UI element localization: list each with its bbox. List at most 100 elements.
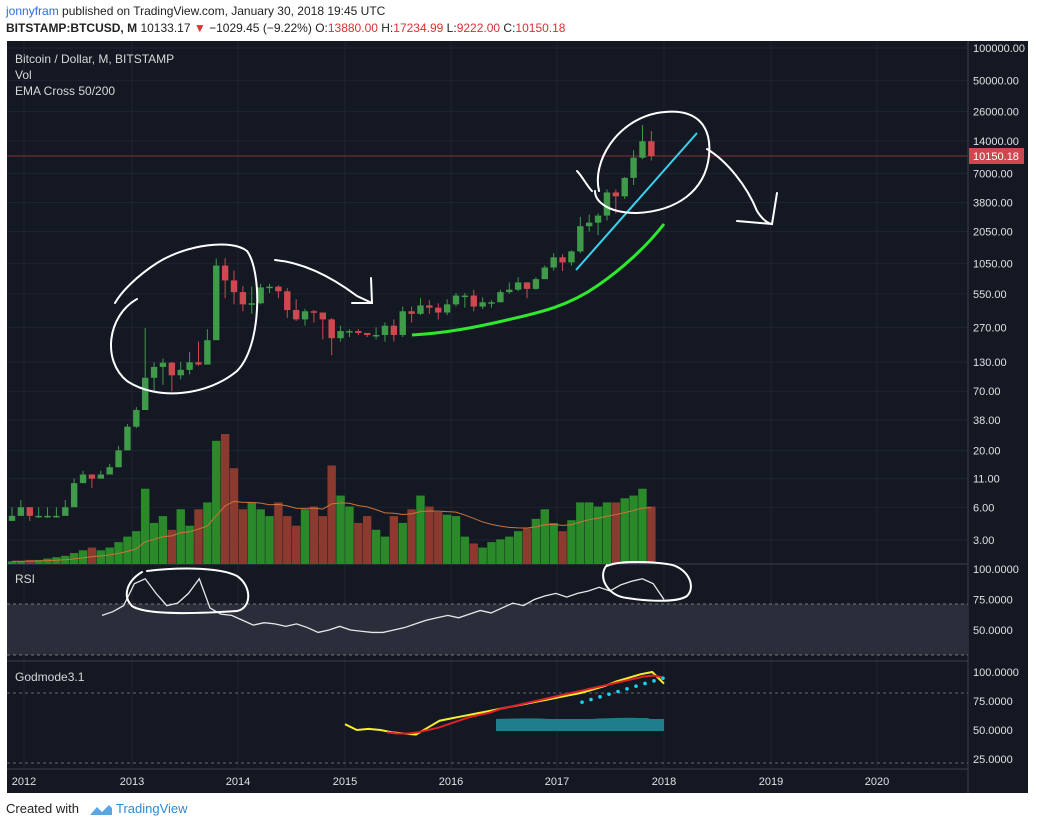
volume-bar xyxy=(327,465,336,564)
chart-svg[interactable]: 100000.00 50000.00 26000.00 14000.00 7000.00… xyxy=(7,41,1028,793)
volume-bar xyxy=(398,522,407,564)
volume-bar xyxy=(291,525,301,564)
volume-bar xyxy=(105,547,114,564)
volume-bar xyxy=(576,502,585,564)
time-tick-label: 2015 xyxy=(333,776,357,788)
price-tick-label: 2050.00 xyxy=(973,227,1013,239)
rsi-tick-label: 75.0000 xyxy=(973,595,1013,607)
tradingview-link[interactable]: TradingView xyxy=(116,801,188,816)
volume-bar xyxy=(167,529,177,564)
volume-bar xyxy=(123,536,132,564)
candle-body xyxy=(17,507,25,516)
price-tick-label: 1050.00 xyxy=(973,258,1013,270)
godmode-dot xyxy=(607,692,611,696)
time-tick-label: 2012 xyxy=(12,776,36,788)
candle-body xyxy=(479,302,486,307)
candle-body xyxy=(346,331,353,333)
candle-body xyxy=(364,332,371,335)
candle-body xyxy=(195,362,202,365)
volume-bar xyxy=(522,528,532,564)
price-tick-label: 20.00 xyxy=(973,445,1001,457)
volume-bar xyxy=(238,509,248,564)
chart-area[interactable]: 100000.00 50000.00 26000.00 14000.00 7000.00… xyxy=(7,41,1028,793)
candle-body xyxy=(35,515,42,518)
volume-bar xyxy=(265,516,274,564)
volume-bar xyxy=(43,558,52,564)
ema-label: EMA Cross 50/200 xyxy=(15,84,115,98)
godmode-tick-label: 50.0000 xyxy=(973,725,1013,737)
godmode-tick-label: 25.0000 xyxy=(973,754,1013,766)
godmode-dot xyxy=(661,676,665,680)
godmode-dot xyxy=(652,679,656,683)
author-link[interactable]: jonnyfram xyxy=(6,4,59,18)
candle-body xyxy=(639,141,646,158)
volume-bar xyxy=(132,531,141,564)
candle-body xyxy=(168,362,176,376)
godmode-dot xyxy=(643,681,647,686)
candle-body xyxy=(44,515,51,518)
godmode-red-line xyxy=(386,674,665,735)
volume-bar xyxy=(78,550,88,564)
godmode-dot xyxy=(598,695,602,699)
volume-bar xyxy=(478,547,487,564)
close-value: 10150.18 xyxy=(515,21,566,35)
candle-body xyxy=(124,426,131,451)
chart-title: Bitcoin / Dollar, M, BITSTAMP xyxy=(15,52,174,66)
volume-bar xyxy=(558,531,567,564)
vol-label: Vol xyxy=(15,68,32,82)
volume-bar xyxy=(309,506,319,564)
volume-bars xyxy=(7,434,656,564)
candle-body xyxy=(550,257,557,268)
volume-bar xyxy=(354,522,363,564)
volume-bar xyxy=(274,502,283,564)
volume-bar xyxy=(487,542,496,564)
candle-body xyxy=(310,311,318,313)
godmode-cyan-dots xyxy=(580,676,665,704)
candle-body xyxy=(568,251,575,263)
candle-body xyxy=(328,319,335,339)
volume-bar xyxy=(283,516,292,564)
volume-bar xyxy=(212,440,221,564)
volume-bar xyxy=(638,488,647,564)
price-axis[interactable]: 100000.00 50000.00 26000.00 14000.00 7000.00… xyxy=(973,43,1025,547)
price-tick-label: 50000.00 xyxy=(973,76,1019,88)
candle-body xyxy=(150,366,158,378)
time-tick-label: 2017 xyxy=(545,776,569,788)
price-tick-label: 7000.00 xyxy=(973,169,1013,181)
volume-bar xyxy=(647,506,656,564)
candle-body xyxy=(186,362,193,370)
volume-bar xyxy=(629,495,638,564)
rsi-axis: 100.0000 75.0000 50.0000 xyxy=(973,564,1019,637)
candle-body xyxy=(408,311,415,314)
candle-body xyxy=(97,474,104,479)
volume-bar xyxy=(141,488,150,564)
candle-body xyxy=(586,222,593,227)
volume-bar xyxy=(158,516,168,564)
godmode-histogram-top xyxy=(496,717,664,731)
candle-body xyxy=(594,215,602,223)
candle-body xyxy=(532,279,540,289)
time-axis[interactable]: 2012 2013 2014 2015 2016 2017 2018 2019 2020 xyxy=(12,776,889,788)
candle-body xyxy=(372,334,380,337)
price-tick-label: 130.00 xyxy=(973,357,1007,369)
candle-body xyxy=(435,307,442,313)
volume-bar xyxy=(300,509,310,564)
time-tick-label: 2016 xyxy=(439,776,463,788)
open-value: 13880.00 xyxy=(327,21,378,35)
candle-body xyxy=(319,312,326,320)
candle-body xyxy=(417,305,424,314)
godmode-dot xyxy=(634,684,638,688)
candle-body xyxy=(488,302,495,304)
volume-ma-line xyxy=(12,500,652,562)
volume-bar xyxy=(425,506,434,564)
volume-bar xyxy=(336,495,345,564)
candle-body xyxy=(292,310,300,320)
change-value: −1029.45 (−9.22%) xyxy=(209,21,312,35)
created-with-label: Created with xyxy=(6,801,79,816)
volume-bar xyxy=(460,536,470,564)
candle-body xyxy=(603,192,611,216)
candle-body xyxy=(70,483,78,508)
godmode-dot xyxy=(589,697,593,702)
volume-bar xyxy=(256,509,265,564)
volume-bar xyxy=(247,502,256,564)
